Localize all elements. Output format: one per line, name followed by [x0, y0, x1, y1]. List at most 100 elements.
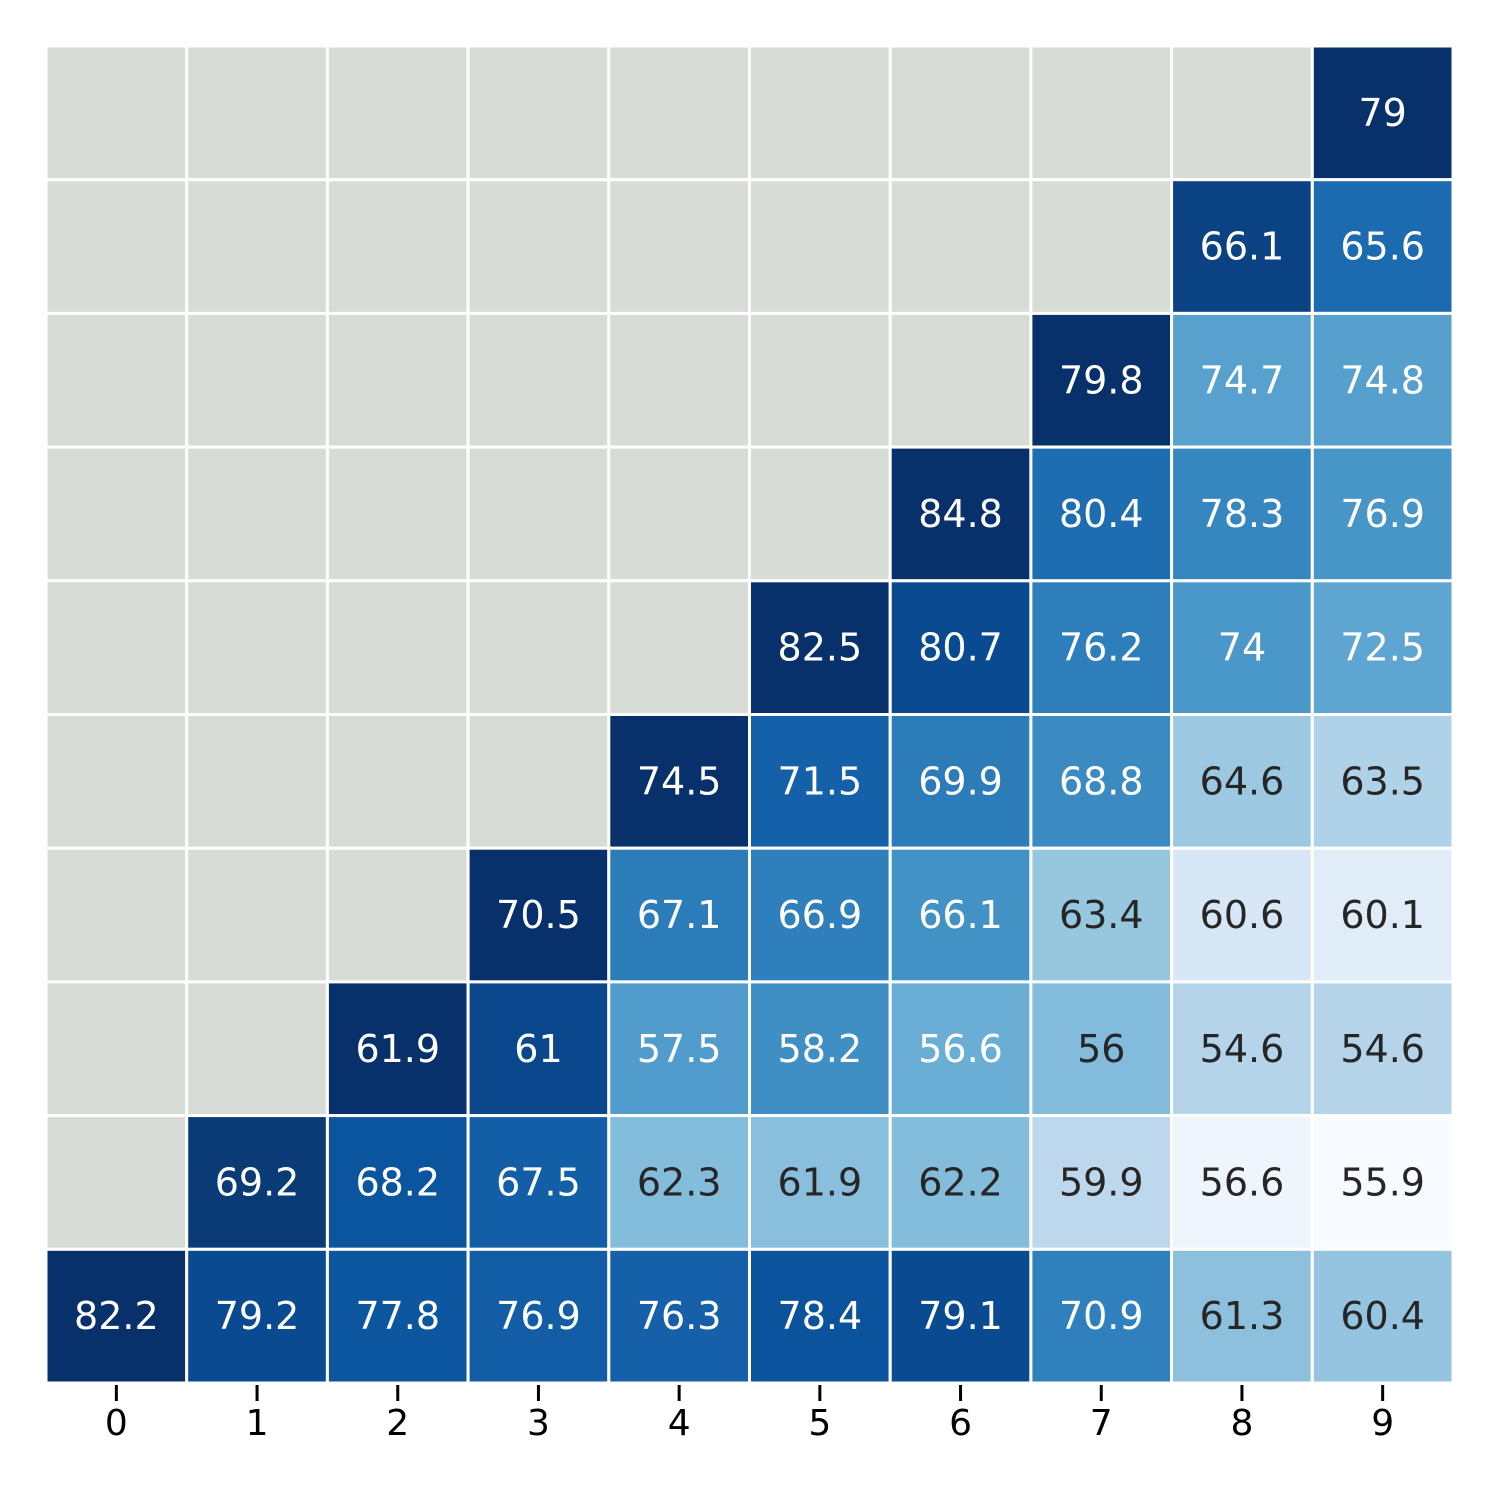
heatmap-cell-value: 60.4 [1340, 1294, 1425, 1338]
x-axis: 0 1 2 3 4 5 6 7 8 9 [105, 1385, 1394, 1444]
heatmap-cell [44, 1247, 189, 1385]
heatmap-cell-empty [466, 178, 611, 315]
heatmap-cell-value: 79.2 [215, 1294, 300, 1338]
x-tick-label: 5 [808, 1403, 831, 1444]
heatmap-cell [466, 1247, 611, 1385]
heatmap-cell-empty [44, 846, 189, 984]
heatmap-cell [1170, 311, 1314, 449]
heatmap-cell [748, 1247, 892, 1385]
x-tick-label: 2 [386, 1403, 409, 1444]
heatmap-cell-value: 60.6 [1200, 893, 1285, 937]
heatmap-cell-empty [466, 713, 611, 850]
x-tick-label: 8 [1230, 1403, 1253, 1444]
heatmap-cell-value: 79.1 [918, 1294, 1003, 1338]
heatmap-cell-value: 79 [1358, 91, 1406, 135]
heatmap-cell-value: 64.6 [1200, 759, 1285, 803]
heatmap-cell-value: 74 [1218, 626, 1266, 670]
heatmap-cell-value: 60.1 [1340, 893, 1425, 937]
heatmap-cell-value: 61 [514, 1027, 562, 1071]
heatmap-cell-value: 82.5 [778, 626, 863, 670]
x-tick-label: 1 [246, 1403, 269, 1444]
heatmap-cell-empty [325, 44, 470, 182]
heatmap-cell [1310, 1247, 1455, 1385]
heatmap-cell-value: 70.9 [1059, 1294, 1144, 1338]
x-tick-label: 6 [949, 1403, 972, 1444]
heatmap-cell-value: 69.2 [215, 1160, 300, 1204]
heatmap-cell-empty [44, 311, 189, 449]
heatmap-cell-value: 80.7 [918, 626, 1003, 670]
heatmap-cell-empty [185, 311, 329, 449]
heatmap-cell [1029, 713, 1174, 850]
heatmap-cell-value: 79.8 [1059, 358, 1144, 402]
heatmap-cell-empty [748, 178, 892, 315]
heatmap-cell-empty [325, 579, 470, 716]
heatmap-cell-empty [44, 980, 189, 1118]
heatmap-cell [185, 1247, 329, 1385]
heatmap-cell [1310, 178, 1455, 315]
heatmap-cell [1170, 713, 1314, 850]
heatmap-cell-value: 62.2 [918, 1160, 1003, 1204]
heatmap-cell-empty [888, 311, 1033, 449]
heatmap-cell [1310, 311, 1455, 449]
heatmap-cell-empty [607, 579, 751, 716]
heatmap-cell-value: 78.4 [778, 1294, 863, 1338]
heatmap-cell [325, 1247, 470, 1385]
heatmap-cell-empty [44, 445, 189, 583]
heatmap-cell [748, 980, 892, 1118]
heatmap-cell-value: 72.5 [1340, 626, 1425, 670]
heatmap-cell [1170, 1247, 1314, 1385]
heatmap-cell [1029, 1247, 1174, 1385]
heatmap-cell [1029, 579, 1174, 716]
heatmap-cell-empty [1029, 44, 1174, 182]
heatmap-cell [466, 846, 611, 984]
x-tick-label: 3 [527, 1403, 550, 1444]
heatmap-cell [607, 713, 751, 850]
heatmap-cell-value: 76.9 [1340, 492, 1425, 536]
heatmap-cell [1310, 445, 1455, 583]
heatmap-cell-value: 74.8 [1340, 358, 1425, 402]
heatmap-cell-empty [185, 846, 329, 984]
heatmap-cell [1170, 445, 1314, 583]
heatmap-cell-value: 71.5 [778, 759, 863, 803]
heatmap-cell-value: 56.6 [918, 1027, 1003, 1071]
heatmap-cell-value: 69.9 [918, 759, 1003, 803]
x-tick-label: 4 [668, 1403, 691, 1444]
heatmap-cell [1310, 44, 1455, 182]
heatmap-cell-value: 57.5 [637, 1027, 722, 1071]
heatmap-cell [1310, 846, 1455, 984]
heatmap-cell [1310, 713, 1455, 850]
heatmap-cell [607, 846, 751, 984]
heatmap-cell-value: 54.6 [1340, 1027, 1425, 1071]
heatmap-cell [748, 1114, 892, 1251]
heatmap-cell-value: 61.9 [778, 1160, 863, 1204]
heatmap-cell [185, 1114, 329, 1251]
heatmap-cells [44, 44, 1455, 1385]
heatmap-cell-value: 67.5 [496, 1160, 581, 1204]
x-tick-label: 0 [105, 1403, 128, 1444]
heatmap-cell-value: 84.8 [918, 492, 1003, 536]
heatmap-cell-value: 66.1 [918, 893, 1003, 937]
heatmap-cell-empty [44, 579, 189, 716]
heatmap-cell-empty [1029, 178, 1174, 315]
heatmap-cell-value: 58.2 [778, 1027, 863, 1071]
heatmap-cell-empty [44, 713, 189, 850]
heatmap-cell-labels: 79 66.1 65.6 79.8 74.7 74.8 84.8 80.4 78.3 76.9 82… [74, 91, 1425, 1338]
x-tick-label: 9 [1371, 1403, 1394, 1444]
heatmap-cell-empty [44, 1114, 189, 1251]
heatmap-cell-value: 68.8 [1059, 759, 1144, 803]
heatmap-cell-empty [466, 579, 611, 716]
heatmap-cell-empty [466, 311, 611, 449]
heatmap-cell-empty [748, 311, 892, 449]
heatmap-cell-value: 74.5 [637, 759, 722, 803]
heatmap-cell-value: 74.7 [1200, 358, 1285, 402]
heatmap-cell-value: 61.3 [1200, 1294, 1285, 1338]
heatmap-cell-value: 76.2 [1059, 626, 1144, 670]
heatmap-cell [1029, 980, 1174, 1118]
heatmap-cell-empty [325, 178, 470, 315]
heatmap-cell-value: 70.5 [496, 893, 581, 937]
heatmap-cell-empty [185, 44, 329, 182]
heatmap-cell-empty [607, 178, 751, 315]
heatmap-cell [1310, 980, 1455, 1118]
heatmap-cell-value: 66.9 [778, 893, 863, 937]
